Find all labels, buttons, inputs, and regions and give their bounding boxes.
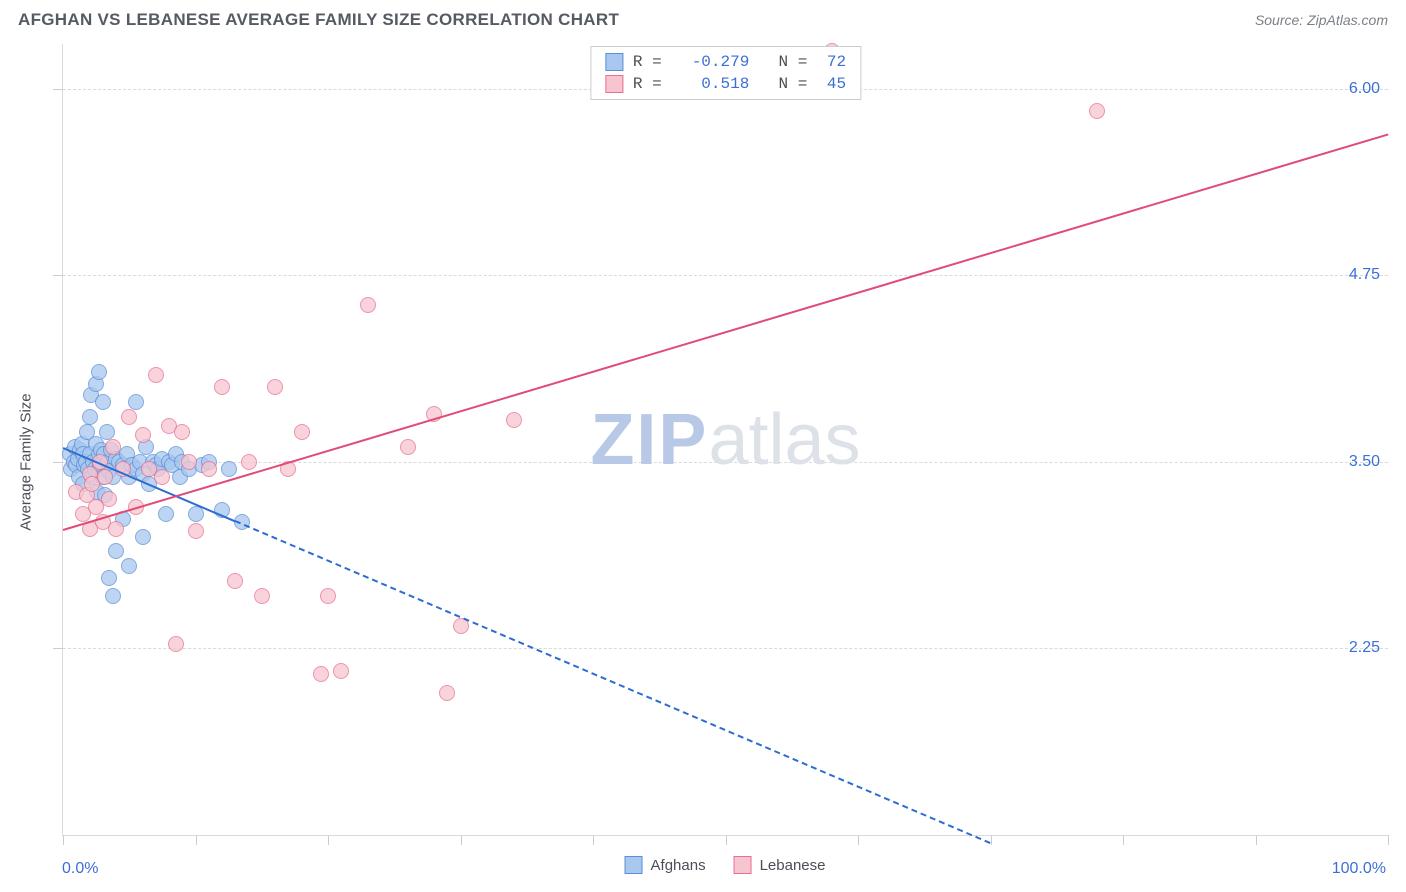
x-axis-min-label: 0.0% [62, 860, 98, 878]
afghans-marker [221, 461, 237, 477]
legend-swatch [734, 856, 752, 874]
gridline [63, 648, 1388, 649]
lebanese-marker [241, 454, 257, 470]
x-axis-labels: 0.0% 100.0% Afghans Lebanese [62, 840, 1388, 880]
lebanese-marker [201, 461, 217, 477]
afghans-marker [158, 506, 174, 522]
afghans-marker [82, 409, 98, 425]
n-value: 45 [827, 75, 846, 93]
r-value: 0.518 [681, 75, 749, 93]
plot-area: ZIPatlas R = -0.279 N = 72R = 0.518 N = … [62, 44, 1388, 836]
legend-item-lebanese: Lebanese [734, 856, 826, 874]
r-value: -0.279 [681, 53, 749, 71]
lebanese-swatch [605, 75, 623, 93]
source-label: Source: ZipAtlas.com [1255, 12, 1388, 28]
lebanese-marker [154, 469, 170, 485]
r-label: R = [633, 75, 671, 93]
legend-label: Lebanese [760, 857, 826, 874]
lebanese-marker [320, 588, 336, 604]
y-tick-label: 6.00 [1349, 80, 1380, 98]
watermark-bold: ZIP [590, 400, 708, 480]
y-tick [53, 275, 63, 276]
n-label: N = [759, 53, 817, 71]
gridline [63, 275, 1388, 276]
lebanese-marker [214, 379, 230, 395]
y-axis-title: Average Family Size [18, 393, 35, 530]
afghans-marker [91, 364, 107, 380]
y-tick [53, 648, 63, 649]
watermark-light: atlas [708, 400, 860, 480]
legend-swatch [625, 856, 643, 874]
lebanese-marker [360, 297, 376, 313]
lebanese-marker [97, 469, 113, 485]
afghans-marker [121, 558, 137, 574]
legend-item-afghans: Afghans [625, 856, 706, 874]
lebanese-marker [439, 685, 455, 701]
trendline-extrapolated [235, 520, 991, 844]
lebanese-marker [1089, 103, 1105, 119]
afghans-marker [99, 424, 115, 440]
lebanese-marker [294, 424, 310, 440]
lebanese-marker [148, 367, 164, 383]
y-tick-label: 4.75 [1349, 266, 1380, 284]
y-tick [53, 89, 63, 90]
afghans-marker [188, 506, 204, 522]
correlation-stats-box: R = -0.279 N = 72R = 0.518 N = 45 [590, 46, 861, 100]
y-tick [53, 462, 63, 463]
stats-row-afghans: R = -0.279 N = 72 [591, 51, 860, 73]
r-label: R = [633, 53, 671, 71]
lebanese-marker [333, 663, 349, 679]
lebanese-marker [168, 636, 184, 652]
n-label: N = [759, 75, 817, 93]
y-tick-label: 2.25 [1349, 639, 1380, 657]
afghans-marker [108, 543, 124, 559]
lebanese-marker [188, 523, 204, 539]
afghans-marker [105, 588, 121, 604]
stats-row-lebanese: R = 0.518 N = 45 [591, 73, 860, 95]
x-tick [1388, 835, 1389, 845]
lebanese-marker [135, 427, 151, 443]
lebanese-marker [121, 409, 137, 425]
afghans-marker [128, 394, 144, 410]
afghans-marker [135, 529, 151, 545]
lebanese-marker [181, 454, 197, 470]
lebanese-marker [254, 588, 270, 604]
lebanese-marker [227, 573, 243, 589]
lebanese-marker [108, 521, 124, 537]
trendline [63, 134, 1389, 531]
afghans-marker [101, 570, 117, 586]
chart-title: AFGHAN VS LEBANESE AVERAGE FAMILY SIZE C… [18, 10, 619, 30]
watermark: ZIPatlas [590, 399, 860, 481]
gridline [63, 462, 1388, 463]
lebanese-marker [400, 439, 416, 455]
lebanese-marker [101, 491, 117, 507]
lebanese-marker [267, 379, 283, 395]
series-legend: Afghans Lebanese [625, 856, 826, 874]
y-tick-label: 3.50 [1349, 453, 1380, 471]
x-axis-max-label: 100.0% [1332, 860, 1386, 878]
lebanese-marker [506, 412, 522, 428]
afghans-marker [95, 394, 111, 410]
lebanese-marker [313, 666, 329, 682]
afghans-swatch [605, 53, 623, 71]
lebanese-marker [174, 424, 190, 440]
n-value: 72 [827, 53, 846, 71]
lebanese-marker [105, 439, 121, 455]
legend-label: Afghans [651, 857, 706, 874]
